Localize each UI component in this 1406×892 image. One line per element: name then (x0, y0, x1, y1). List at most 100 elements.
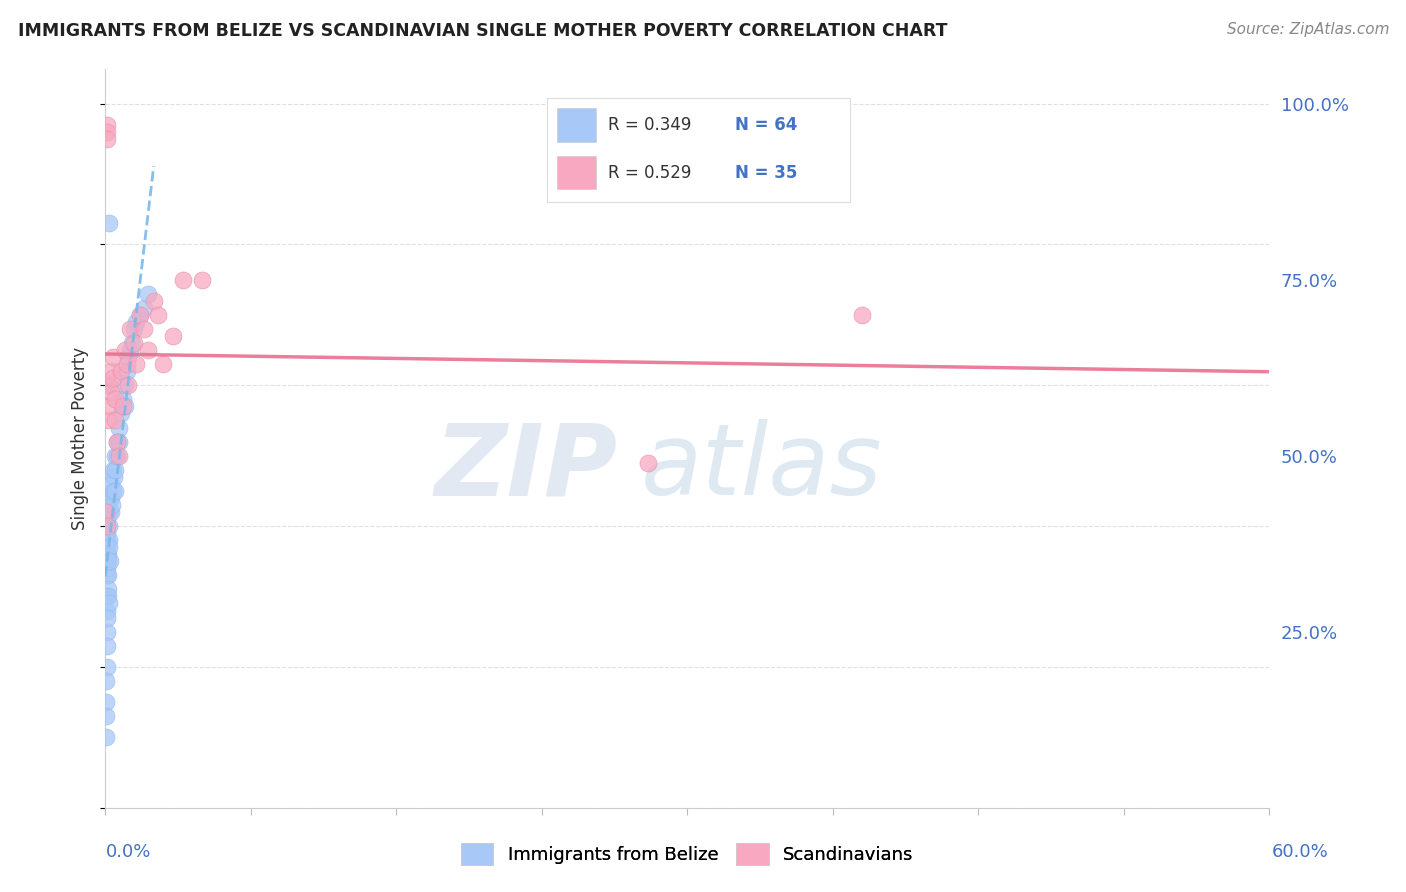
Point (132, 301, 155, 315)
Text: 60.0%: 60.0% (1272, 843, 1329, 861)
Point (96, 568, 118, 582)
Point (98, 491, 121, 505)
Point (96, 603, 118, 617)
Point (96, 673, 118, 688)
Point (110, 364, 132, 378)
Point (96, 660, 118, 674)
Point (96, 505, 118, 519)
Point (120, 322, 142, 336)
Point (96, 118, 118, 132)
Point (100, 491, 122, 505)
Point (104, 463, 127, 477)
Point (115, 364, 138, 378)
Point (107, 420, 129, 434)
Point (96, 547, 118, 561)
Point (100, 385, 122, 400)
Point (98, 554, 121, 568)
Point (142, 293, 165, 308)
Point (96, 554, 118, 568)
Point (96, 533, 118, 548)
Point (152, 357, 174, 371)
Point (97, 554, 120, 568)
Point (851, 308, 873, 322)
Point (114, 378, 136, 392)
Point (94, 730, 117, 744)
Point (129, 308, 152, 322)
Point (94, 709, 117, 723)
Point (117, 378, 139, 392)
Point (105, 434, 128, 449)
Point (172, 273, 194, 287)
Point (98, 540, 121, 554)
Point (97, 413, 120, 427)
Point (96, 554, 118, 568)
Point (96, 695, 118, 709)
Point (96, 561, 118, 575)
Point (111, 400, 134, 414)
Point (105, 449, 128, 463)
Point (104, 483, 127, 498)
Point (114, 400, 136, 414)
Point (146, 308, 169, 322)
Point (132, 322, 155, 336)
Point (98, 533, 121, 548)
Point (96, 519, 118, 533)
Point (110, 406, 132, 420)
Text: atlas: atlas (641, 419, 882, 516)
Point (101, 463, 124, 477)
Text: Source: ZipAtlas.com: Source: ZipAtlas.com (1226, 22, 1389, 37)
Point (191, 273, 214, 287)
Point (125, 315, 148, 329)
Point (101, 371, 124, 385)
Point (97, 590, 120, 604)
Point (107, 434, 129, 449)
Point (129, 308, 152, 322)
Point (104, 392, 127, 407)
Point (98, 505, 121, 519)
Point (98, 378, 121, 392)
Point (104, 449, 127, 463)
Point (637, 456, 659, 470)
Point (96, 639, 118, 653)
Point (100, 476, 122, 491)
Point (103, 470, 125, 484)
Point (101, 350, 124, 364)
Point (120, 343, 142, 357)
Point (96, 526, 118, 541)
Legend: Immigrants from Belize, Scandinavians: Immigrants from Belize, Scandinavians (453, 836, 921, 872)
Point (97, 582, 120, 597)
Point (121, 336, 143, 351)
Point (104, 413, 127, 427)
Point (107, 449, 129, 463)
Text: ZIP: ZIP (434, 419, 617, 516)
Point (96, 533, 118, 548)
Point (114, 343, 136, 357)
Text: 0.0%: 0.0% (105, 843, 150, 861)
Point (96, 132, 118, 146)
Point (100, 364, 122, 378)
Point (105, 434, 128, 449)
Point (101, 498, 124, 512)
Point (96, 519, 118, 533)
Point (125, 357, 148, 371)
Point (96, 125, 118, 139)
Point (98, 216, 121, 230)
Point (101, 483, 124, 498)
Text: IMMIGRANTS FROM BELIZE VS SCANDINAVIAN SINGLE MOTHER POVERTY CORRELATION CHART: IMMIGRANTS FROM BELIZE VS SCANDINAVIAN S… (18, 22, 948, 40)
Point (96, 505, 118, 519)
Point (96, 610, 118, 624)
Y-axis label: Single Mother Poverty: Single Mother Poverty (72, 346, 89, 530)
Point (162, 329, 184, 343)
Point (96, 519, 118, 533)
Point (96, 624, 118, 639)
Point (111, 392, 134, 407)
Point (98, 519, 121, 533)
Point (96, 547, 118, 561)
Point (97, 378, 120, 392)
Point (124, 322, 146, 336)
Point (98, 400, 121, 414)
Point (136, 343, 159, 357)
Point (96, 512, 118, 526)
Point (124, 336, 146, 351)
Point (136, 286, 159, 301)
